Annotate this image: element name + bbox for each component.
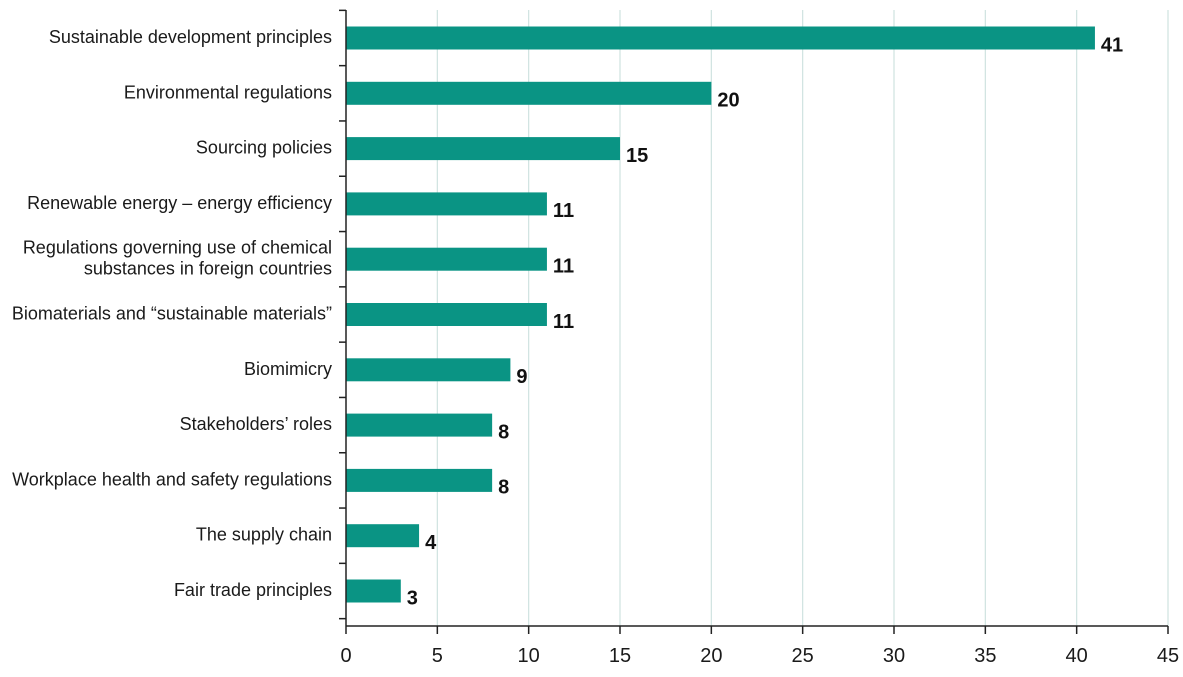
- bar: [346, 524, 420, 548]
- category-label: Renewable energy – energy efficiency: [27, 193, 332, 213]
- data-label: 9: [516, 366, 527, 388]
- category-label: Biomaterials and “sustainable materials”: [12, 303, 332, 323]
- x-tick-label: 25: [792, 645, 814, 667]
- bar: [346, 468, 493, 492]
- axes: [339, 9, 1169, 634]
- x-tick-label: 45: [1157, 645, 1179, 667]
- category-label: Sustainable development principles: [49, 27, 332, 47]
- bar: [346, 413, 493, 437]
- x-tick-label: 10: [518, 645, 540, 667]
- data-label: 15: [626, 145, 648, 167]
- data-label: 8: [498, 477, 509, 499]
- x-tick-labels: 0 5 10 15 20 25 30 35 40 45: [340, 645, 1179, 667]
- category-label: Workplace health and safety regulations: [12, 469, 332, 489]
- data-label: 11: [553, 311, 574, 333]
- bar: [346, 26, 1095, 50]
- category-label: Fair trade principles: [174, 580, 332, 600]
- value-labels: 41 20 15 11 11 11 9 8 8 4 3: [407, 34, 1123, 609]
- bar: [346, 81, 712, 105]
- category-label: Sourcing policies: [196, 137, 332, 157]
- x-tick-label: 40: [1066, 645, 1088, 667]
- bar: [346, 358, 511, 382]
- x-tick-label: 35: [974, 645, 996, 667]
- data-label: 11: [553, 200, 574, 222]
- bar: [346, 247, 547, 271]
- bar: [346, 137, 620, 161]
- category-label: Biomimicry: [244, 359, 332, 379]
- x-tick-label: 0: [340, 645, 351, 667]
- data-label: 11: [553, 255, 574, 277]
- data-label: 4: [425, 532, 437, 554]
- category-label: Environmental regulations: [124, 82, 332, 102]
- x-tick-label: 30: [883, 645, 905, 667]
- data-label: 8: [498, 421, 509, 443]
- x-tick-label: 20: [700, 645, 722, 667]
- category-label: Stakeholders’ roles: [180, 414, 332, 434]
- x-tick-label: 15: [609, 645, 631, 667]
- category-labels: Sustainable development principles Enviro…: [12, 27, 332, 600]
- gridlines: [436, 10, 1169, 626]
- category-label: The supply chain: [196, 524, 332, 544]
- bars: [346, 26, 1095, 603]
- bar: [346, 303, 547, 326]
- data-label: 3: [407, 587, 418, 609]
- bar: [346, 579, 401, 603]
- data-label: 20: [717, 90, 739, 112]
- data-label: 41: [1101, 34, 1123, 56]
- category-label: Regulations governing use of chemical sub…: [23, 237, 332, 278]
- x-tick-label: 5: [432, 645, 443, 667]
- bar: [346, 192, 547, 216]
